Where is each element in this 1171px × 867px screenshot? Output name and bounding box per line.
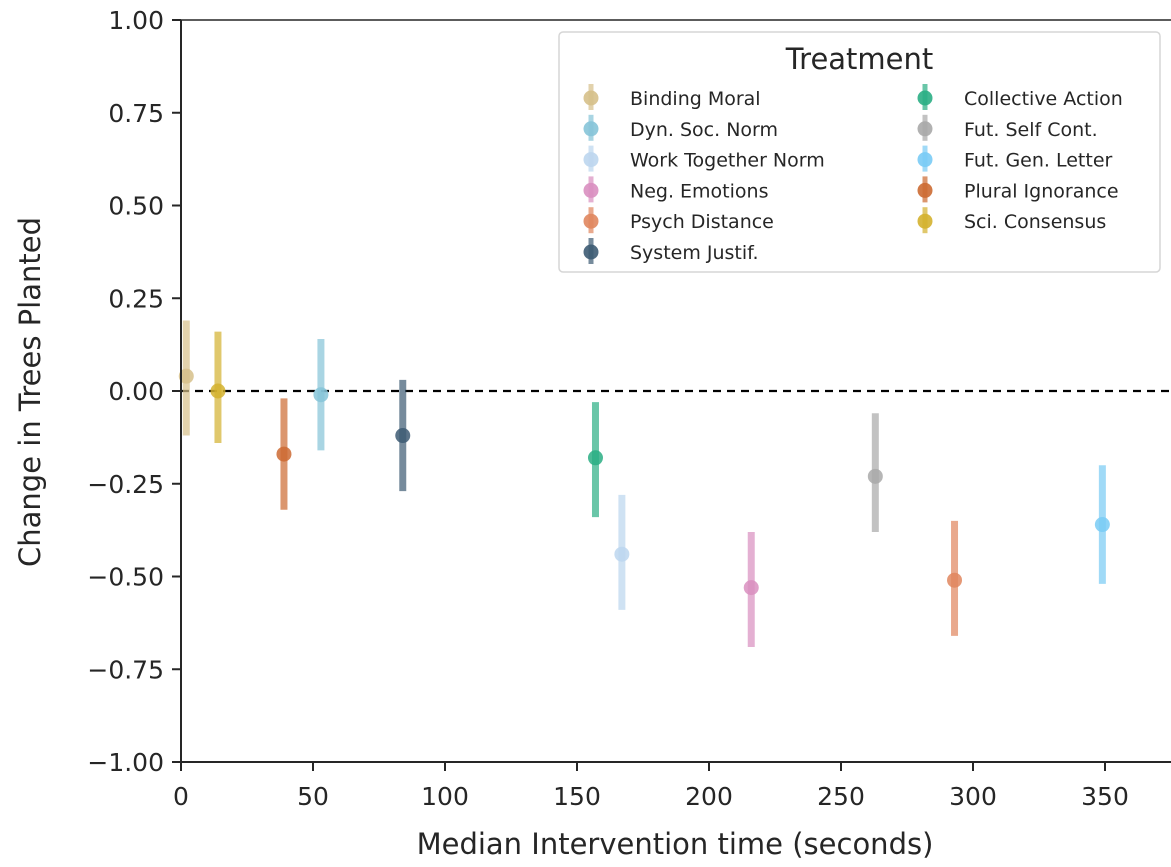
data-point: [178, 368, 194, 384]
legend-label: Sci. Consensus: [964, 211, 1106, 233]
data-point: [395, 428, 411, 444]
y-axis-label: Change in Trees Planted: [13, 217, 47, 567]
data-point: [614, 546, 630, 562]
x-tick-label: 50: [297, 782, 329, 811]
legend-label: Dyn. Soc. Norm: [630, 119, 778, 141]
legend-point-marker: [917, 121, 933, 137]
x-tick-label: 300: [949, 782, 997, 811]
series-6: [587, 402, 603, 518]
legend-label: Fut. Self Cont.: [964, 119, 1098, 141]
legend-item: Dyn. Soc. Norm: [583, 114, 778, 141]
y-tick-label: −1.00: [87, 748, 164, 777]
legend-point-marker: [583, 182, 599, 198]
legend-label: Binding Moral: [630, 88, 761, 110]
x-tick-label: 150: [553, 782, 601, 811]
legend-item: Binding Moral: [583, 84, 761, 110]
data-point: [587, 450, 603, 466]
y-tick-label: 0.25: [108, 284, 164, 313]
legend-label: System Justif.: [630, 242, 759, 264]
legend-item: Fut. Self Cont.: [917, 114, 1098, 141]
x-tick-label: 200: [685, 782, 733, 811]
data-point: [947, 572, 963, 588]
data-point: [743, 580, 759, 596]
series-4: [947, 520, 963, 636]
y-tick-label: 0.50: [108, 192, 164, 221]
legend-point-marker: [917, 182, 933, 198]
legend-point-marker: [583, 152, 599, 168]
legend-point-marker: [917, 213, 933, 229]
series-3: [743, 531, 759, 647]
x-tick-label: 100: [421, 782, 469, 811]
data-point: [867, 468, 883, 484]
legend-point-marker: [583, 244, 599, 260]
legend-point-marker: [917, 152, 933, 168]
legend-item: Collective Action: [917, 84, 1123, 110]
data-point: [313, 387, 329, 403]
legend-item: Sci. Consensus: [917, 207, 1106, 234]
legend-item: System Justif.: [583, 238, 759, 264]
legend-label: Plural Ignorance: [964, 180, 1119, 202]
legend-point-marker: [583, 90, 599, 106]
series-8: [1094, 465, 1110, 584]
legend-point-marker: [583, 121, 599, 137]
data-point: [1094, 517, 1110, 533]
x-axis-label: Median Intervention time (seconds): [417, 827, 934, 861]
y-tick-label: 0.75: [108, 99, 164, 128]
x-tick-label: 350: [1081, 782, 1129, 811]
series-2: [614, 494, 630, 610]
data-point: [210, 383, 226, 399]
series-9: [276, 398, 292, 510]
legend-item: Work Together Norm: [583, 145, 825, 172]
y-tick-label: −0.25: [87, 470, 164, 499]
series-5: [395, 379, 411, 492]
legend-point-marker: [583, 213, 599, 229]
series-10: [210, 331, 226, 443]
y-tick-label: 1.00: [108, 6, 164, 35]
legend-item: Psych Distance: [583, 207, 774, 234]
legend-item: Fut. Gen. Letter: [917, 145, 1113, 172]
legend-box: [558, 31, 1161, 273]
legend-point-marker: [917, 90, 933, 106]
y-tick-label: −0.75: [87, 655, 164, 684]
x-tick-label: 250: [817, 782, 865, 811]
series-0: [178, 320, 194, 436]
legend-title: Treatment: [785, 42, 934, 76]
legend-item: Neg. Emotions: [583, 176, 768, 203]
legend-label: Psych Distance: [630, 211, 774, 233]
x-tick-label: 0: [173, 782, 189, 811]
series-1: [313, 339, 329, 451]
y-tick-label: 0.00: [108, 377, 164, 406]
data-point: [276, 446, 292, 462]
y-tick-label: −0.50: [87, 563, 164, 592]
series-7: [867, 413, 883, 532]
legend-label: Neg. Emotions: [630, 180, 768, 202]
legend-label: Work Together Norm: [630, 150, 825, 172]
legend-item: Plural Ignorance: [917, 176, 1119, 203]
legend-label: Collective Action: [964, 88, 1123, 110]
legend-label: Fut. Gen. Letter: [964, 150, 1113, 172]
